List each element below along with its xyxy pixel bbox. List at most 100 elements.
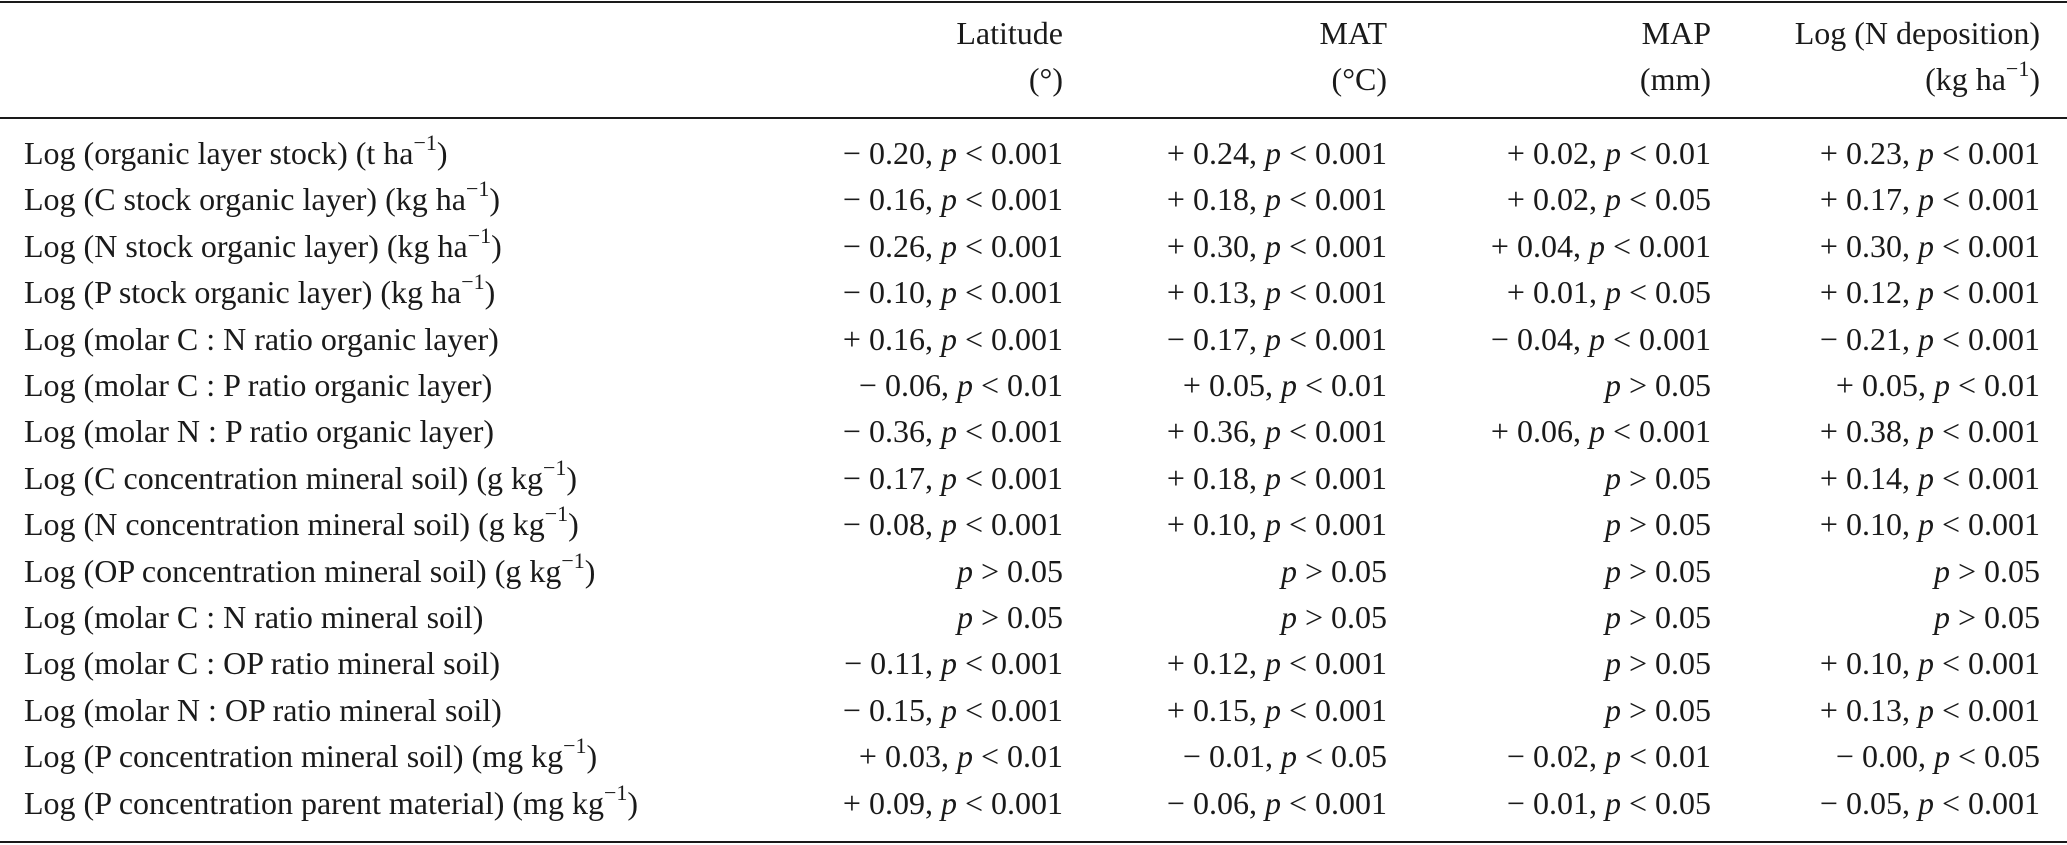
row-value-n-deposition: − 0.00, p < 0.05 bbox=[1835, 738, 2040, 775]
row-label-end: ) bbox=[491, 227, 502, 264]
header-n-deposition-unit-base: (kg ha bbox=[1925, 61, 2006, 97]
row-value-map: + 0.02, p < 0.01 bbox=[1506, 135, 1711, 171]
row-value-n-deposition: + 0.13, p < 0.001 bbox=[1819, 691, 2040, 728]
row-label-end: ) bbox=[627, 784, 639, 821]
row-value-map: + 0.01, p < 0.05 bbox=[1506, 274, 1711, 311]
header-latitude-name: Latitude bbox=[956, 15, 1063, 51]
row-value-n-deposition: + 0.23, p < 0.001 bbox=[1819, 135, 2040, 171]
header-mat-unit: (°C) bbox=[1331, 61, 1387, 97]
table-row: Log (molar N : OP ratio mineral soil) − 0… bbox=[0, 687, 2067, 734]
header-rule bbox=[0, 117, 2067, 119]
table-row: Log (molar C : P ratio organic layer) − 0… bbox=[0, 362, 2067, 409]
row-label-end: ) bbox=[584, 552, 596, 589]
row-label: Log (molar N : OP ratio mineral soil) bbox=[24, 687, 502, 734]
row-label-sup: −1 bbox=[563, 733, 587, 759]
table-row: Log (molar C : OP ratio mineral soil) − 0… bbox=[0, 640, 2067, 687]
header-mat-name: MAT bbox=[1319, 15, 1387, 51]
header-map: MAP (mm) bbox=[1640, 10, 1711, 102]
row-value-latitude: − 0.15, p < 0.001 bbox=[842, 691, 1063, 728]
row-value-map: p > 0.05 bbox=[1604, 506, 1711, 543]
row-value-latitude: − 0.36, p < 0.001 bbox=[842, 413, 1063, 450]
row-value-mat: + 0.10, p < 0.001 bbox=[1166, 506, 1387, 543]
row-value-mat: + 0.05, p < 0.01 bbox=[1182, 367, 1387, 403]
row-label-text: Log (OP concentration mineral soil) (g k… bbox=[24, 552, 562, 589]
row-value-map: + 0.04, p < 0.001 bbox=[1490, 227, 1711, 264]
row-label: Log (P concentration parent material) (m… bbox=[24, 780, 638, 827]
header-latitude-unit: (°) bbox=[1028, 61, 1063, 97]
row-value-map: − 0.01, p < 0.05 bbox=[1506, 784, 1711, 821]
row-label-end: ) bbox=[484, 274, 496, 311]
row-label: Log (N stock organic layer) (kg ha−1) bbox=[24, 223, 502, 270]
row-label-sup: −1 bbox=[544, 501, 569, 527]
row-value-latitude: − 0.08, p < 0.001 bbox=[842, 506, 1063, 543]
row-label: Log (C concentration mineral soil) (g kg… bbox=[24, 455, 577, 502]
header-mat: MAT (°C) bbox=[1319, 10, 1387, 102]
row-value-mat: + 0.12, p < 0.001 bbox=[1166, 645, 1387, 682]
row-value-mat: + 0.24, p < 0.001 bbox=[1166, 135, 1387, 171]
row-value-latitude: − 0.16, p < 0.001 bbox=[842, 181, 1063, 218]
table-row: Log (organic layer stock) (t ha−1) − 0.20… bbox=[0, 130, 2067, 177]
header-n-deposition-unit: (kg ha−1) bbox=[1795, 56, 2040, 102]
table-row: Log (N concentration mineral soil) (g kg… bbox=[0, 501, 2067, 548]
row-label-text: Log (P stock organic layer) (kg ha bbox=[24, 274, 462, 311]
row-value-latitude: − 0.06, p < 0.01 bbox=[858, 367, 1063, 403]
row-label: Log (P stock organic layer) (kg ha−1) bbox=[24, 269, 495, 316]
row-value-n-deposition: + 0.38, p < 0.001 bbox=[1819, 413, 2040, 450]
table-row: Log (molar C : N ratio organic layer) + 0… bbox=[0, 316, 2067, 363]
row-value-map: p > 0.05 bbox=[1604, 459, 1711, 496]
row-label-text: Log (C stock organic layer) (kg ha bbox=[24, 181, 466, 218]
row-value-mat: + 0.13, p < 0.001 bbox=[1166, 274, 1387, 311]
row-label: Log (molar C : N ratio mineral soil) bbox=[24, 594, 483, 641]
row-label-end: ) bbox=[586, 738, 598, 775]
row-label-sup: −1 bbox=[461, 269, 485, 295]
row-value-latitude: p > 0.05 bbox=[956, 552, 1063, 589]
row-value-map: + 0.02, p < 0.05 bbox=[1506, 181, 1711, 218]
row-label-end: ) bbox=[566, 459, 578, 496]
row-value-latitude: − 0.20, p < 0.001 bbox=[842, 135, 1063, 171]
row-label-text: Log (N stock organic layer) (kg ha bbox=[24, 227, 468, 264]
table-row: Log (N stock organic layer) (kg ha−1) − 0… bbox=[0, 223, 2067, 270]
row-label: Log (N concentration mineral soil) (g kg… bbox=[24, 501, 579, 548]
row-label-text: Log (molar C : P ratio organic layer) bbox=[24, 367, 493, 403]
header-latitude: Latitude (°) bbox=[956, 10, 1063, 102]
table-row: Log (P concentration mineral soil) (mg k… bbox=[0, 733, 2067, 780]
header-n-deposition-unit-end: ) bbox=[2029, 61, 2040, 97]
row-value-map: − 0.02, p < 0.01 bbox=[1506, 738, 1711, 775]
row-value-map: p > 0.05 bbox=[1604, 691, 1711, 728]
row-value-mat: p > 0.05 bbox=[1280, 599, 1387, 635]
row-value-mat: + 0.36, p < 0.001 bbox=[1166, 413, 1387, 450]
row-value-n-deposition: + 0.30, p < 0.001 bbox=[1819, 227, 2040, 264]
row-label-text: Log (organic layer stock) (t ha bbox=[24, 135, 414, 171]
row-value-n-deposition: − 0.05, p < 0.001 bbox=[1819, 784, 2040, 821]
row-label: Log (P concentration mineral soil) (mg k… bbox=[24, 733, 597, 780]
row-value-latitude: + 0.03, p < 0.01 bbox=[858, 738, 1063, 775]
row-value-n-deposition: + 0.14, p < 0.001 bbox=[1819, 459, 2040, 496]
row-label-text: Log (P concentration parent material) (m… bbox=[24, 784, 604, 821]
row-value-n-deposition: p > 0.05 bbox=[1933, 552, 2040, 589]
row-value-mat: − 0.17, p < 0.001 bbox=[1166, 320, 1387, 357]
row-label-text: Log (molar C : OP ratio mineral soil) bbox=[24, 645, 501, 682]
row-label: Log (OP concentration mineral soil) (g k… bbox=[24, 548, 595, 595]
row-value-latitude: + 0.16, p < 0.001 bbox=[842, 320, 1063, 357]
row-value-mat: − 0.06, p < 0.001 bbox=[1166, 784, 1387, 821]
row-label: Log (molar C : N ratio organic layer) bbox=[24, 316, 499, 363]
row-label-sup: −1 bbox=[542, 454, 567, 480]
row-value-n-deposition: + 0.12, p < 0.001 bbox=[1819, 274, 2040, 311]
row-label-end: ) bbox=[568, 506, 579, 543]
table-row: Log (OP concentration mineral soil) (g k… bbox=[0, 548, 2067, 595]
row-label-text: Log (P concentration mineral soil) (mg k… bbox=[24, 738, 564, 775]
row-value-n-deposition: + 0.10, p < 0.001 bbox=[1819, 645, 2040, 682]
row-value-latitude: p > 0.05 bbox=[956, 599, 1063, 635]
table-row: Log (C stock organic layer) (kg ha−1) − 0… bbox=[0, 176, 2067, 223]
row-value-latitude: − 0.10, p < 0.001 bbox=[842, 274, 1063, 311]
row-value-latitude: − 0.11, p < 0.001 bbox=[844, 645, 1063, 682]
row-label-text: Log (molar N : P ratio organic layer) bbox=[24, 413, 495, 450]
row-value-n-deposition: + 0.10, p < 0.001 bbox=[1819, 506, 2040, 543]
row-label-sup: −1 bbox=[467, 222, 492, 248]
row-value-map: p > 0.05 bbox=[1604, 599, 1711, 635]
row-label-text: Log (molar N : OP ratio mineral soil) bbox=[24, 691, 502, 728]
header-n-deposition-unit-sup: −1 bbox=[2005, 56, 2030, 81]
table-row: Log (molar C : N ratio mineral soil) p > … bbox=[0, 594, 2067, 641]
row-label-text: Log (C concentration mineral soil) (g kg bbox=[24, 459, 543, 496]
